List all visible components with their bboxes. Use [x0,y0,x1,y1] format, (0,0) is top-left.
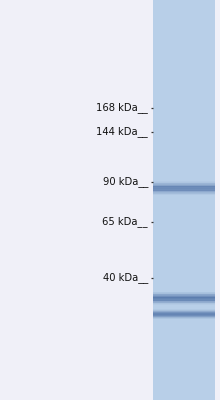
Bar [153,191,214,192]
Bar [153,192,214,193]
Bar [153,296,214,297]
Bar [153,185,214,186]
Bar [153,317,214,318]
Bar [153,303,214,304]
Bar [153,310,214,311]
Bar [153,313,214,314]
Bar [153,309,214,310]
Text: 40 kDa__: 40 kDa__ [103,272,148,284]
Bar [153,314,214,315]
Bar [153,301,214,302]
Bar [153,310,214,311]
Text: 90 kDa__: 90 kDa__ [103,176,148,188]
Bar [153,297,214,298]
Bar [153,186,214,187]
Bar [153,296,214,297]
Bar [153,318,214,319]
Bar [153,311,214,312]
Text: 65 kDa__: 65 kDa__ [102,216,148,228]
Bar [153,312,214,313]
Bar [153,301,214,302]
Bar [153,302,214,303]
Bar [153,194,214,195]
Bar [153,311,214,312]
Bar [153,182,214,183]
Bar [153,184,214,185]
Bar [153,310,214,311]
Bar [153,301,214,302]
Bar [153,183,214,184]
Bar [153,318,214,319]
Bar [153,294,214,295]
Bar [153,298,214,299]
Bar [153,316,214,317]
Bar [153,192,214,193]
Bar [153,298,214,299]
Bar [153,303,214,304]
Bar [153,315,214,316]
Bar [153,181,214,182]
Bar [153,190,214,191]
Bar [153,299,214,300]
Bar [153,300,214,301]
Bar [153,293,214,294]
Bar [153,185,214,186]
Bar [153,295,214,296]
Bar [153,187,214,188]
Bar [153,297,214,298]
Bar [153,300,214,301]
Bar [153,183,214,184]
Bar [153,188,214,189]
Text: 144 kDa__: 144 kDa__ [96,126,148,138]
Bar [153,182,214,183]
Bar [153,189,214,190]
Bar [153,191,214,192]
Bar [153,316,214,317]
Bar [153,293,214,294]
Bar [153,314,214,315]
Bar [153,181,214,182]
Bar [153,318,214,319]
Bar [153,190,214,191]
Bar [153,314,214,315]
Bar [153,302,214,303]
Bar [153,309,214,310]
Bar [153,188,214,189]
Bar [153,189,214,190]
Bar [153,184,214,185]
Bar [153,193,214,194]
Bar [153,194,214,195]
Bar [153,315,214,316]
Bar [153,187,214,188]
Bar [153,192,214,193]
Bar [153,304,214,305]
Bar [153,313,214,314]
Bar [153,0,214,400]
Bar [153,292,214,293]
Bar [153,294,214,295]
Bar [153,293,214,294]
Bar [153,188,214,189]
Bar [153,195,214,196]
Bar [153,292,214,293]
Bar [153,296,214,297]
Bar [153,295,214,296]
Bar [153,186,214,187]
Bar [153,316,214,317]
Bar [153,298,214,299]
Bar [153,312,214,313]
Bar [153,191,214,192]
Bar [153,299,214,300]
Bar [153,312,214,313]
Bar [153,193,214,194]
Bar [153,317,214,318]
Bar [153,304,214,305]
Text: 168 kDa__: 168 kDa__ [96,102,148,114]
